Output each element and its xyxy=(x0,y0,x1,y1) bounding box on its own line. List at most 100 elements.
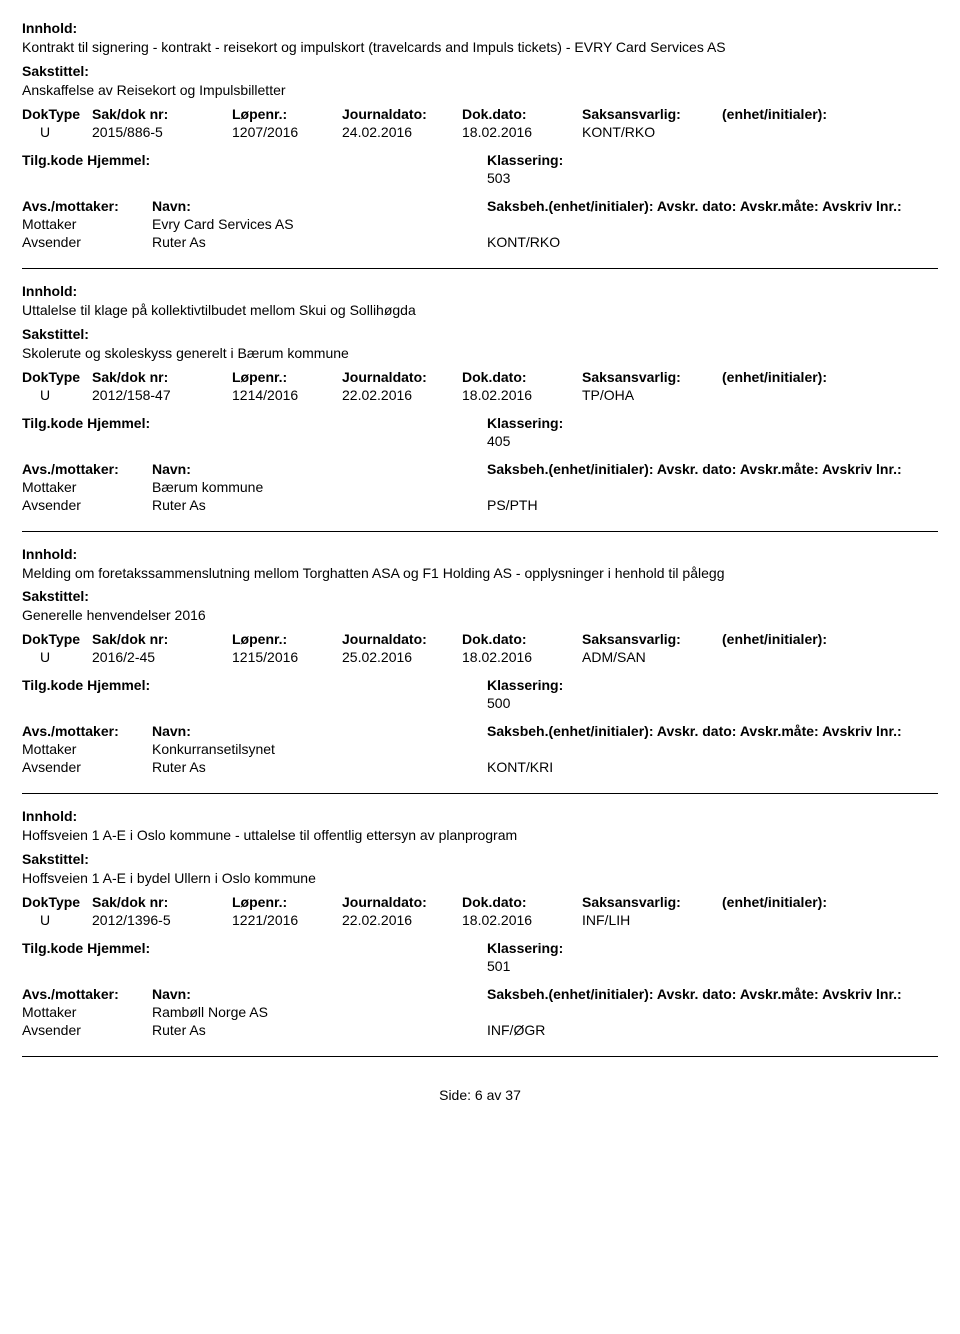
dokdato-header: Dok.dato: xyxy=(462,894,582,910)
klass-right: Klassering: 501 xyxy=(487,940,938,974)
dokdato-value: 18.02.2016 xyxy=(462,912,582,928)
doktype-header: DokType xyxy=(22,369,92,385)
record-divider xyxy=(22,268,938,269)
tilgkode-hjemmel: Tilg.kode Hjemmel: xyxy=(22,677,487,711)
klassering-label: Klassering: xyxy=(487,152,938,168)
saksansvarlig-header: Saksansvarlig: xyxy=(582,369,722,385)
klassering-label: Klassering: xyxy=(487,415,938,431)
footer-prefix: Side: xyxy=(439,1087,471,1103)
sakdok-value: 2016/2-45 xyxy=(92,649,232,665)
lopenr-value: 1214/2016 xyxy=(232,387,342,403)
saksansvarlig-value: TP/OHA xyxy=(582,387,722,403)
klass-block: Tilg.kode Hjemmel: Klassering: 405 xyxy=(22,415,938,449)
journaldato-header: Journaldato: xyxy=(342,369,462,385)
saksansvarlig-header: Saksansvarlig: xyxy=(582,106,722,122)
klassering-label: Klassering: xyxy=(487,677,938,693)
enhet-header: (enhet/initialer): xyxy=(722,631,882,647)
doktype-value: U xyxy=(22,387,92,403)
saksansvarlig-header: Saksansvarlig: xyxy=(582,631,722,647)
page-footer: Side: 6 av 37 xyxy=(22,1087,938,1103)
journaldato-header: Journaldato: xyxy=(342,106,462,122)
innhold-text: Melding om foretakssammenslutning mellom… xyxy=(22,564,938,583)
innhold-text: Uttalelse til klage på kollektivtilbudet… xyxy=(22,301,938,320)
record-divider xyxy=(22,1056,938,1057)
party-header-row: Avs./mottaker: Navn: Saksbeh.(enhet/init… xyxy=(22,986,938,1002)
party-row: Avsender Ruter As KONT/RKO xyxy=(22,234,938,250)
party-header-row: Avs./mottaker: Navn: Saksbeh.(enhet/init… xyxy=(22,461,938,477)
journaldato-value: 24.02.2016 xyxy=(342,124,462,140)
innhold-label: Innhold: xyxy=(22,546,938,562)
journaldato-value: 25.02.2016 xyxy=(342,649,462,665)
avsender-unit: INF/ØGR xyxy=(487,1022,545,1038)
navn-label: Navn: xyxy=(152,723,487,739)
sakstittel-label: Sakstittel: xyxy=(22,63,938,79)
mottaker-name: Rambøll Norge AS xyxy=(152,1004,487,1020)
klassering-value: 405 xyxy=(487,433,938,449)
klass-right: Klassering: 405 xyxy=(487,415,938,449)
klass-right: Klassering: 503 xyxy=(487,152,938,186)
mottaker-role: Mottaker xyxy=(22,741,152,757)
meta-value-row: U 2012/158-47 1214/2016 22.02.2016 18.02… xyxy=(22,387,938,403)
meta-header-row: DokType Sak/dok nr: Løpenr.: Journaldato… xyxy=(22,106,938,122)
sakdok-value: 2012/158-47 xyxy=(92,387,232,403)
avsmottaker-label: Avs./mottaker: xyxy=(22,461,152,477)
navn-label: Navn: xyxy=(152,461,487,477)
navn-label: Navn: xyxy=(152,986,487,1002)
avsender-name: Ruter As xyxy=(152,759,487,775)
avsender-name: Ruter As xyxy=(152,1022,487,1038)
sakdok-value: 2015/886-5 xyxy=(92,124,232,140)
hjemmel-label: Hjemmel: xyxy=(87,677,150,693)
dokdato-value: 18.02.2016 xyxy=(462,387,582,403)
meta-value-row: U 2012/1396-5 1221/2016 22.02.2016 18.02… xyxy=(22,912,938,928)
doktype-header: DokType xyxy=(22,894,92,910)
journaldato-header: Journaldato: xyxy=(342,631,462,647)
meta-header-row: DokType Sak/dok nr: Løpenr.: Journaldato… xyxy=(22,631,938,647)
saksansvarlig-value: ADM/SAN xyxy=(582,649,722,665)
tilgkode-label: Tilg.kode xyxy=(22,677,83,693)
mottaker-role: Mottaker xyxy=(22,1004,152,1020)
footer-page: 6 xyxy=(475,1087,483,1103)
footer-total: 37 xyxy=(505,1087,521,1103)
dokdato-value: 18.02.2016 xyxy=(462,649,582,665)
sakdok-header: Sak/dok nr: xyxy=(92,369,232,385)
avsender-role: Avsender xyxy=(22,1022,152,1038)
journaldato-value: 22.02.2016 xyxy=(342,387,462,403)
avsender-role: Avsender xyxy=(22,234,152,250)
doktype-value: U xyxy=(22,912,92,928)
sakdok-value: 2012/1396-5 xyxy=(92,912,232,928)
saksansvarlig-value: KONT/RKO xyxy=(582,124,722,140)
party-header-row: Avs./mottaker: Navn: Saksbeh.(enhet/init… xyxy=(22,198,938,214)
dokdato-value: 18.02.2016 xyxy=(462,124,582,140)
doktype-value: U xyxy=(22,649,92,665)
lopenr-value: 1207/2016 xyxy=(232,124,342,140)
mottaker-name: Evry Card Services AS xyxy=(152,216,487,232)
saksansvarlig-header: Saksansvarlig: xyxy=(582,894,722,910)
sakdok-header: Sak/dok nr: xyxy=(92,631,232,647)
tilgkode-hjemmel: Tilg.kode Hjemmel: xyxy=(22,940,487,974)
lopenr-header: Løpenr.: xyxy=(232,894,342,910)
saksansvarlig-value: INF/LIH xyxy=(582,912,722,928)
sakstittel-text: Generelle henvendelser 2016 xyxy=(22,606,938,625)
sakdok-header: Sak/dok nr: xyxy=(92,894,232,910)
party-row: Mottaker Bærum kommune xyxy=(22,479,938,495)
sakstittel-label: Sakstittel: xyxy=(22,588,938,604)
klassering-value: 503 xyxy=(487,170,938,186)
tilgkode-label: Tilg.kode xyxy=(22,152,83,168)
lopenr-value: 1215/2016 xyxy=(232,649,342,665)
journal-record: Innhold: Uttalelse til klage på kollekti… xyxy=(22,283,938,513)
avsender-unit: KONT/RKO xyxy=(487,234,560,250)
avsender-role: Avsender xyxy=(22,759,152,775)
journaldato-value: 22.02.2016 xyxy=(342,912,462,928)
sakdok-header: Sak/dok nr: xyxy=(92,106,232,122)
dokdato-header: Dok.dato: xyxy=(462,631,582,647)
enhet-header: (enhet/initialer): xyxy=(722,894,882,910)
enhet-header: (enhet/initialer): xyxy=(722,106,882,122)
journal-record: Innhold: Kontrakt til signering - kontra… xyxy=(22,20,938,250)
klassering-value: 501 xyxy=(487,958,938,974)
party-row: Avsender Ruter As KONT/KRI xyxy=(22,759,938,775)
meta-value-row: U 2015/886-5 1207/2016 24.02.2016 18.02.… xyxy=(22,124,938,140)
party-header-row: Avs./mottaker: Navn: Saksbeh.(enhet/init… xyxy=(22,723,938,739)
navn-label: Navn: xyxy=(152,198,487,214)
avsender-role: Avsender xyxy=(22,497,152,513)
doktype-header: DokType xyxy=(22,106,92,122)
